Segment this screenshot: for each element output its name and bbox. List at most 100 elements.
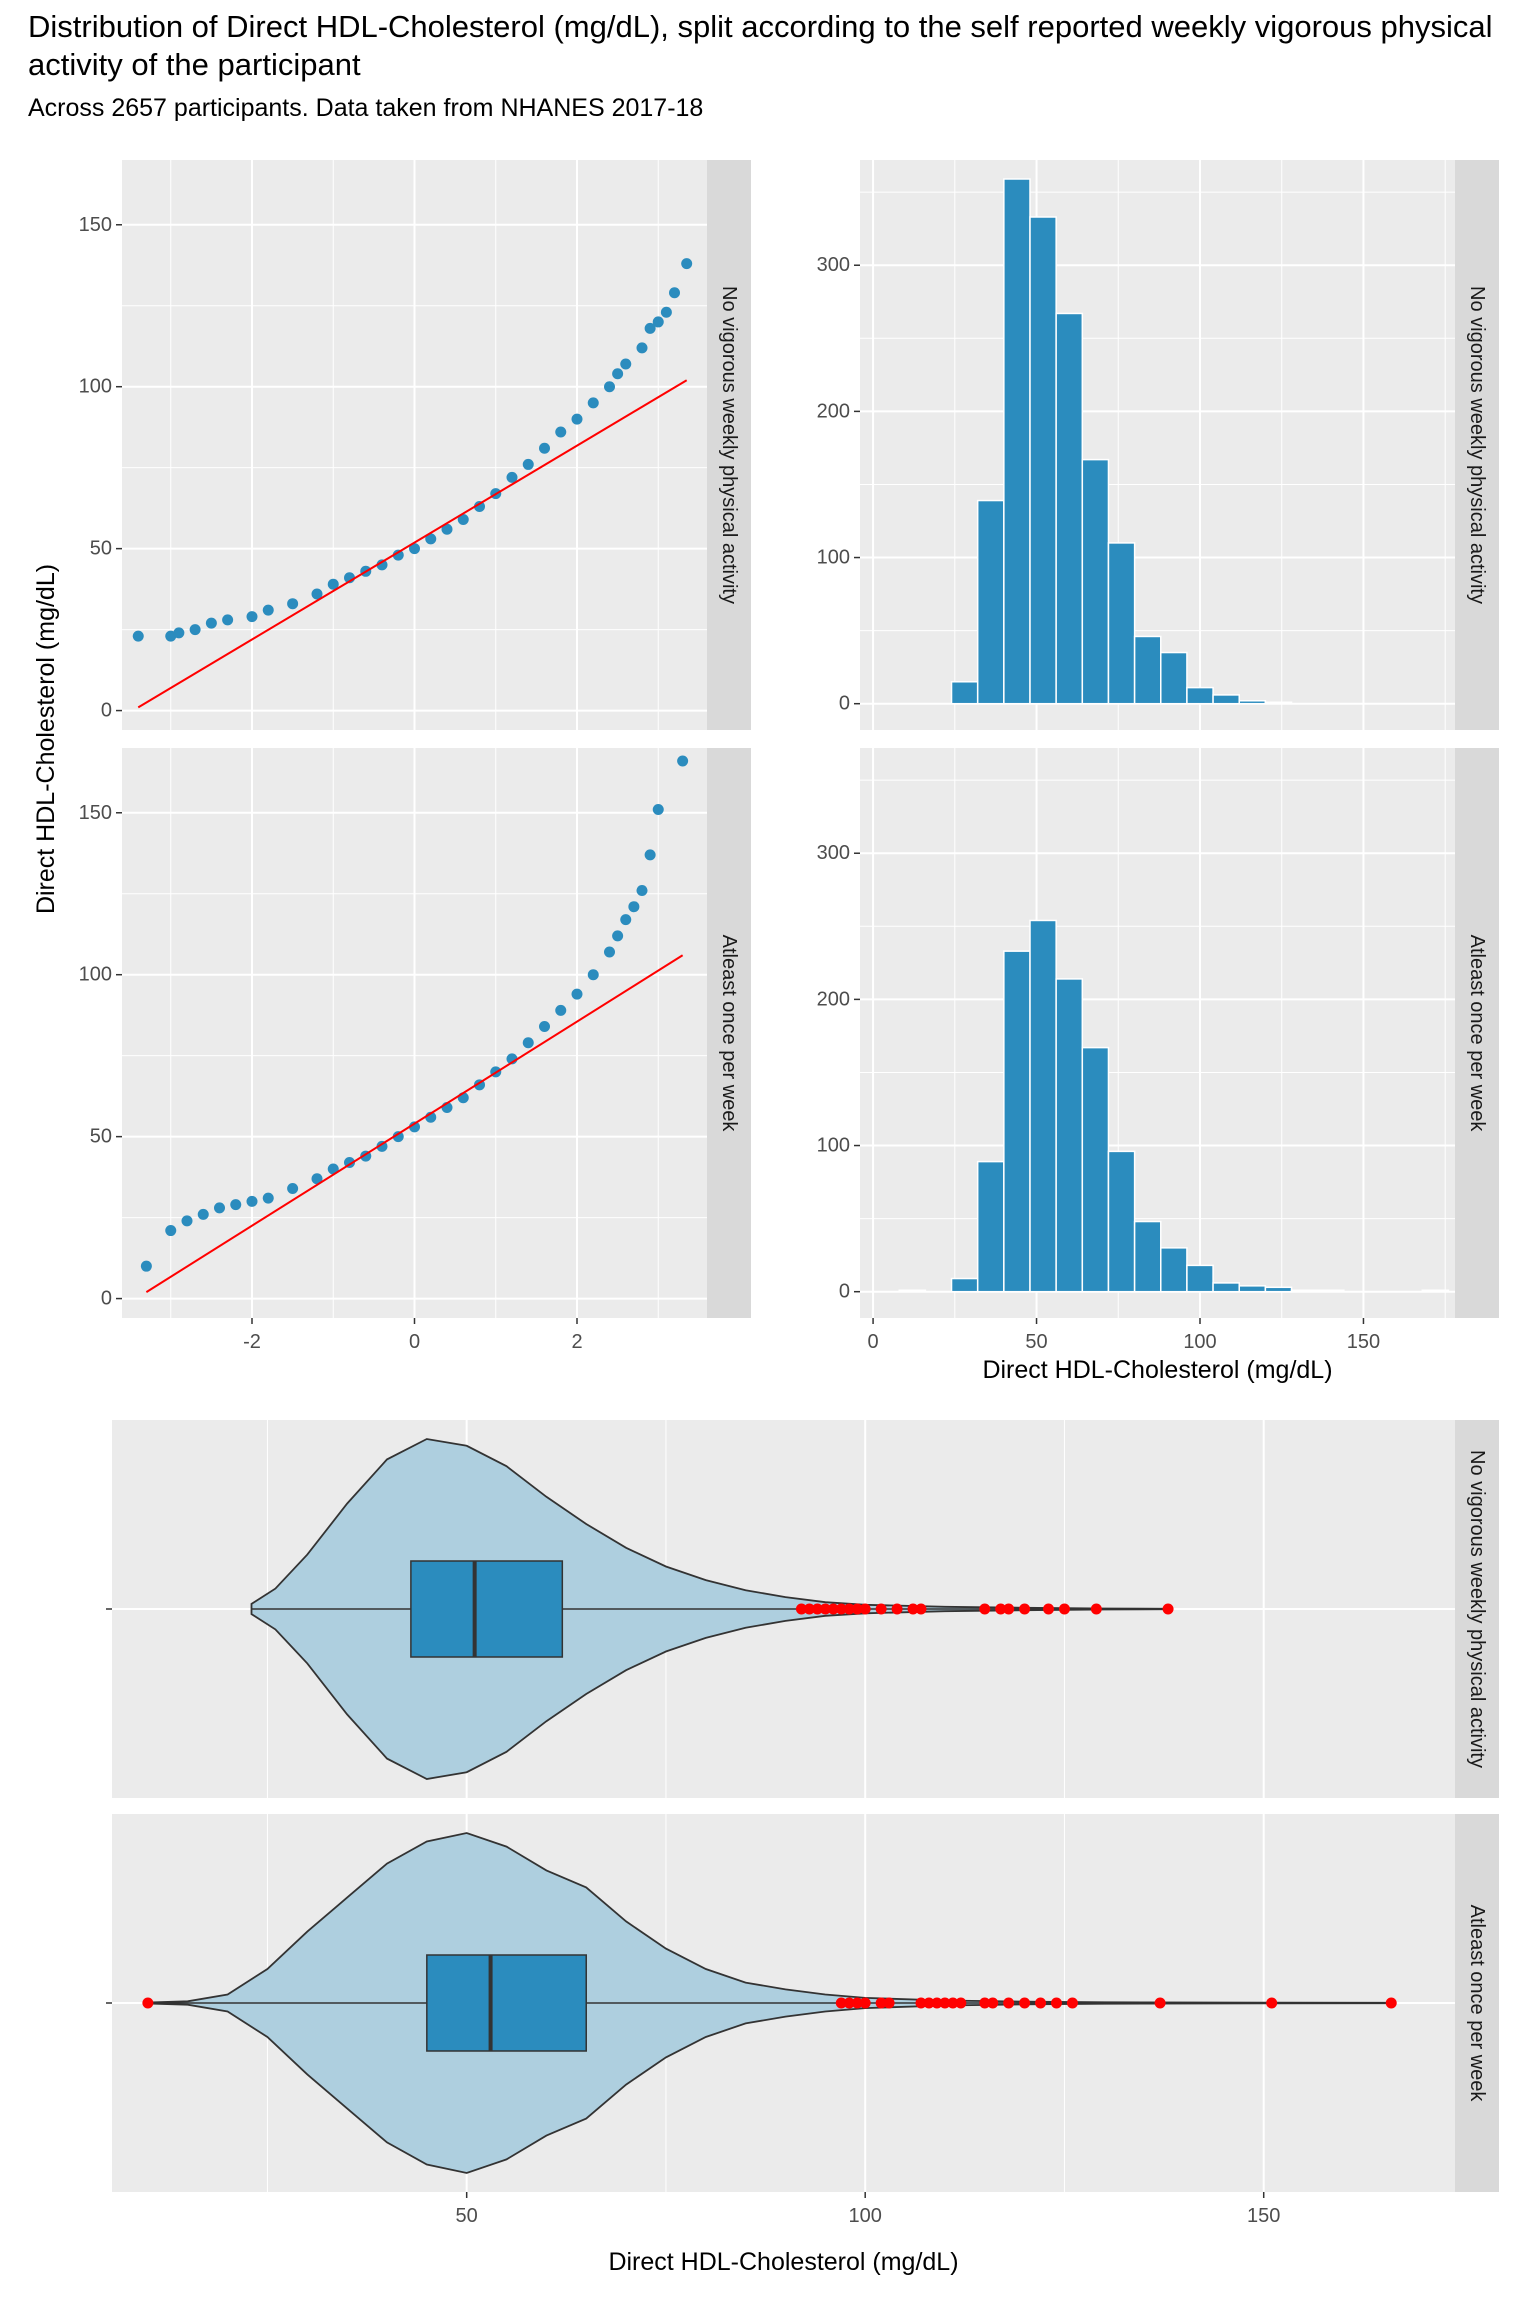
qq-point: [587, 969, 599, 981]
qq-point: [571, 988, 583, 1000]
qq-point: [474, 501, 485, 513]
y-tick-label: 150: [79, 802, 112, 824]
histogram-bar: [1081, 458, 1110, 705]
outlier-point: [955, 1997, 967, 2009]
qq-point: [262, 1192, 274, 1204]
qq-point: [604, 381, 615, 393]
qq-reference-line: [137, 379, 688, 709]
outlier-point: [1050, 1997, 1062, 2009]
outlier-point: [803, 1603, 815, 1615]
y-tick-label: 0: [101, 1288, 112, 1310]
histogram-bar: [1081, 1046, 1110, 1293]
x-tick-label: -2: [243, 1331, 261, 1353]
y-tick-label: 50: [90, 538, 112, 560]
outlier-point: [811, 1603, 823, 1615]
qq-point: [522, 1037, 534, 1049]
qq-point: [409, 1121, 420, 1133]
outlier-point: [843, 1997, 855, 2009]
histogram-bar: [1290, 1289, 1319, 1293]
histogram-bar: [1133, 1220, 1162, 1293]
histogram-bar: [1107, 1150, 1136, 1293]
x-tick-label: 50: [1025, 1331, 1047, 1353]
qq-point: [571, 413, 583, 425]
qq-point: [181, 1215, 193, 1227]
x-tick-label: 100: [1183, 1331, 1216, 1353]
qq-point: [555, 426, 567, 438]
qq-point: [587, 397, 599, 409]
histogram-x-axis-title: Direct HDL-Cholesterol (mg/dL): [982, 1356, 1332, 1384]
outlier-point: [915, 1603, 927, 1615]
outlier-point: [875, 1603, 887, 1615]
y-tick-label: 100: [79, 964, 112, 986]
outlier-point: [1043, 1603, 1055, 1615]
qq-point: [262, 604, 274, 616]
qq-point: [246, 1195, 258, 1207]
outlier-point: [843, 1603, 855, 1615]
facet-strip: [1455, 160, 1499, 730]
x-tick-label: 2: [571, 1331, 582, 1353]
outlier-point: [907, 1603, 919, 1615]
facet-strip-label: Atleast once per week: [1466, 935, 1488, 1133]
outlier-point: [1162, 1603, 1174, 1615]
qq-point: [612, 930, 624, 942]
qq-point: [604, 946, 615, 958]
outlier-point: [142, 1997, 154, 2009]
facet-strip: [707, 160, 751, 730]
qq-point: [669, 287, 680, 299]
qq-point: [327, 578, 339, 590]
histogram-bar: [1186, 686, 1214, 705]
outlier-point: [1003, 1997, 1015, 2009]
histogram-bar: [1003, 950, 1031, 1293]
qq-point: [214, 1202, 225, 1214]
histogram-bar: [950, 681, 979, 705]
chart-subtitle: Across 2657 participants. Data taken fro…: [28, 94, 704, 122]
facet-strip: [1455, 1420, 1499, 1798]
qq-point: [441, 523, 453, 535]
facet-strip-label: Atleast once per week: [718, 935, 740, 1133]
facet-strip-label: No vigorous weekly physical activity: [718, 286, 740, 604]
outlier-point: [875, 1997, 887, 2009]
outlier-point: [915, 1997, 927, 2009]
outlier-point: [1154, 1997, 1166, 2009]
qq-point: [376, 1140, 388, 1152]
outlier-point: [1019, 1997, 1031, 2009]
qq-point: [636, 342, 648, 354]
qq-point: [636, 885, 648, 896]
qq-point: [287, 1182, 299, 1194]
qq-point: [681, 258, 693, 270]
outlier-point: [891, 1603, 903, 1615]
histogram-bar: [1160, 651, 1188, 705]
outlier-point: [931, 1997, 943, 2009]
histogram-bar: [898, 1289, 927, 1293]
qq-point: [140, 1260, 152, 1272]
outlier-point: [1266, 1997, 1278, 2009]
outlier-point: [851, 1997, 863, 2009]
outlier-point: [859, 1997, 871, 2009]
y-tick-label: 150: [79, 214, 112, 236]
qq-point: [555, 1004, 567, 1016]
qq-point: [173, 627, 185, 639]
x-tick-label: 100: [849, 2205, 882, 2227]
histogram-bar: [1264, 1286, 1293, 1293]
histogram-bar: [1029, 919, 1057, 1293]
qq-point: [628, 901, 640, 913]
x-tick-label: 150: [1247, 2205, 1280, 2227]
facet-strip-label: No vigorous weekly physical activity: [1466, 1450, 1488, 1768]
histogram-bar: [976, 499, 1005, 705]
y-tick-label: 300: [817, 842, 850, 864]
outlier-point: [1385, 1997, 1397, 2009]
histogram-bar: [1238, 700, 1267, 705]
qq-reference-line: [145, 954, 684, 1293]
outlier-point: [851, 1603, 863, 1615]
histogram-bar: [950, 1277, 979, 1293]
qq-point: [287, 598, 299, 610]
outlier-point: [1066, 1997, 1078, 2009]
qq-point: [165, 1225, 177, 1237]
facet-strip-label: Atleast once per week: [1466, 1905, 1488, 2103]
histogram-bar: [1238, 1285, 1267, 1293]
qq-point: [230, 1199, 242, 1211]
x-tick-label: 0: [868, 1331, 879, 1353]
qq-point: [644, 322, 656, 334]
outlier-point: [939, 1997, 951, 2009]
qq-point: [620, 914, 632, 926]
